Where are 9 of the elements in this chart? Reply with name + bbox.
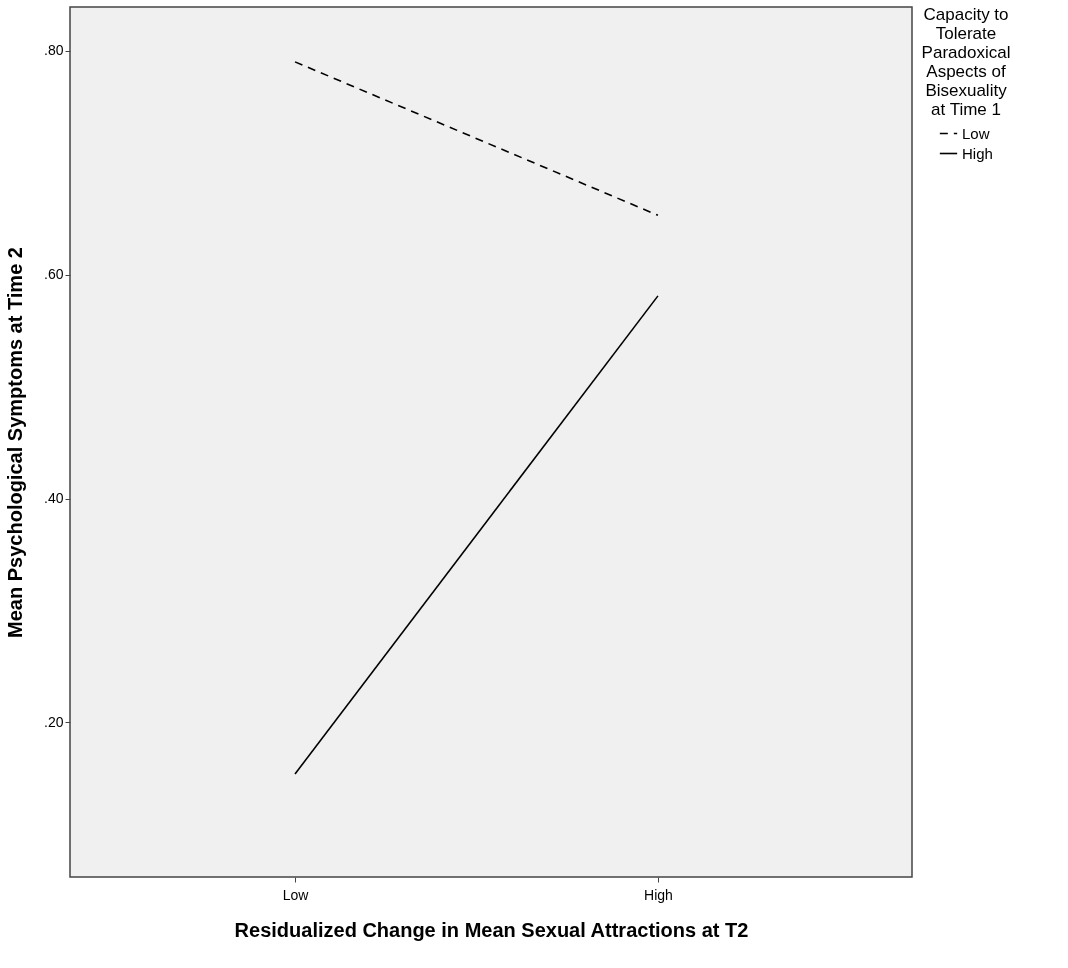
y-tick-label: .80 [44,42,64,59]
y-axis-title: Mean Psychological Symptoms at Time 2 [4,247,27,638]
y-tick-label: .20 [44,713,64,730]
y-tick-label: .60 [44,266,64,283]
legend-label: High [962,144,993,162]
x-axis-title: Residualized Change in Mean Sexual Attractions at T2 [234,918,749,941]
legend-title: Capacity to Tolerate Paradoxical Aspects of Bisexuality at Time 1 [921,5,1011,119]
y-tick-label: .40 [44,490,64,507]
legend-label: Low [962,124,990,142]
